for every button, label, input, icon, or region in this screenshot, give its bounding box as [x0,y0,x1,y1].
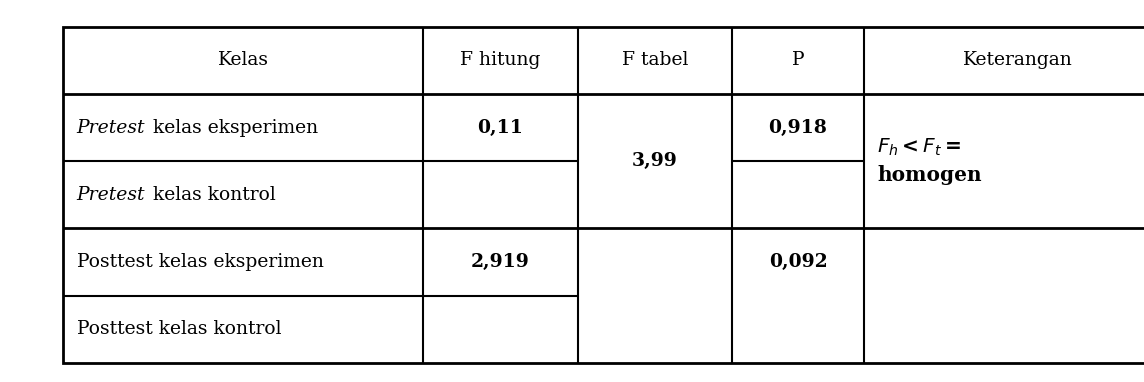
Text: P: P [792,51,804,70]
Text: 0,11: 0,11 [477,118,524,137]
Text: Kelas: Kelas [217,51,269,70]
Bar [63,27,1144,363]
Text: homogen: homogen [877,165,982,185]
Text: Pretest: Pretest [77,118,145,137]
Text: $\mathbf{\mathit{F}_{\mathit{h}}<\mathit{F}_{\mathit{t}}}$$\mathbf{=}$: $\mathbf{\mathit{F}_{\mathit{h}}<\mathit… [877,137,961,159]
Text: 0,092: 0,092 [769,253,827,271]
Text: 0,918: 0,918 [769,118,827,137]
Text: F tabel: F tabel [621,51,689,70]
Text: Keterangan: Keterangan [963,51,1073,70]
Text: F hitung: F hitung [460,51,541,70]
Text: kelas eksperimen: kelas eksperimen [153,118,318,137]
Text: Posttest kelas eksperimen: Posttest kelas eksperimen [77,253,324,271]
Text: 3,99: 3,99 [633,152,677,170]
Text: 2,919: 2,919 [471,253,530,271]
Text: kelas kontrol: kelas kontrol [153,186,276,204]
Text: Pretest: Pretest [77,186,145,204]
Text: Posttest kelas kontrol: Posttest kelas kontrol [77,320,281,338]
